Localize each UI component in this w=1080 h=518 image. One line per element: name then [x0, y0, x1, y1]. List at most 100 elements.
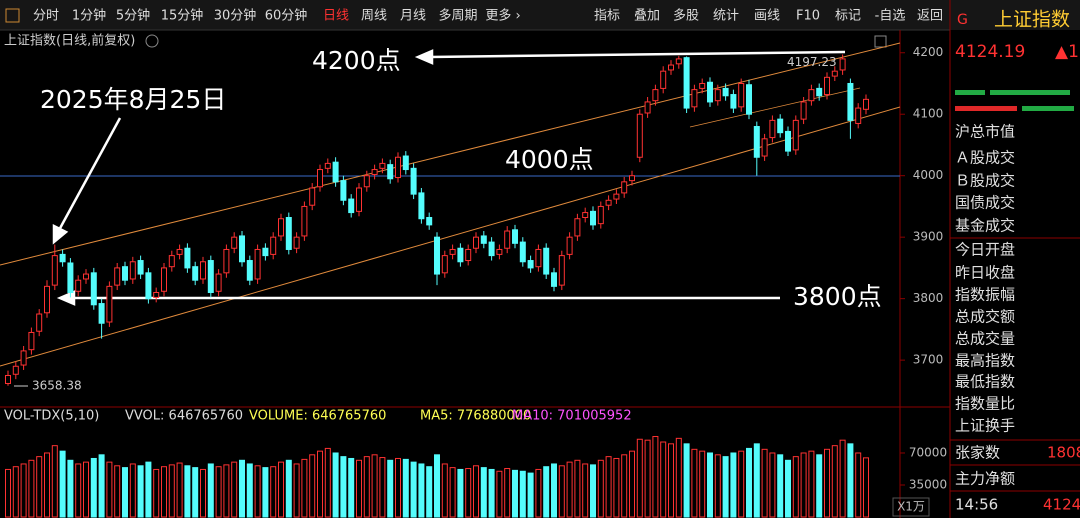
volume-bar: [621, 454, 628, 518]
annotation: 4200点: [312, 46, 401, 75]
candle-body: [457, 247, 464, 263]
toolbar-tab[interactable]: 月线: [400, 9, 426, 24]
candle-body: [675, 58, 682, 65]
volume-bar: [332, 452, 339, 518]
toolbar-tab[interactable]: 日线: [323, 9, 349, 24]
candle-body: [51, 255, 58, 286]
toolbar-button[interactable]: 多股: [673, 8, 699, 24]
channel-upper: [0, 42, 901, 266]
candle-body: [613, 193, 620, 200]
close-icon[interactable]: [145, 34, 159, 48]
volume-bar: [153, 468, 160, 518]
toolbar-tab[interactable]: 分时: [33, 9, 59, 24]
volume-bar: [371, 454, 378, 518]
toolbar-button[interactable]: 标记: [835, 9, 861, 24]
toolbar-tab[interactable]: 15分钟: [161, 8, 204, 24]
volume-bar: [512, 469, 518, 518]
candle-body: [449, 248, 456, 255]
candle-body: [44, 285, 50, 314]
volume-bar: [816, 454, 823, 518]
candle-body: [730, 94, 737, 109]
y-tick-label: 4100: [913, 107, 944, 121]
toolbar-tab[interactable]: 30分钟: [214, 8, 257, 24]
volume-bar: [114, 465, 121, 518]
candle-body: [192, 266, 199, 281]
volume-bar: [285, 459, 292, 518]
volume-bar: [473, 465, 479, 518]
candle-body: [246, 260, 253, 281]
volume-bar: [613, 457, 620, 518]
candle-body: [309, 187, 316, 206]
candle-body: [223, 248, 230, 274]
volume-bar: [855, 452, 862, 518]
volume-bar: [324, 447, 331, 518]
candle-body: [660, 70, 667, 89]
volume-bar: [410, 461, 417, 518]
high-label: 4197.23: [787, 55, 837, 69]
candle-body: [527, 260, 534, 269]
volume-bar: [636, 438, 643, 518]
candle-body: [473, 236, 479, 249]
volume-bar: [278, 461, 284, 518]
panel-row-label: 昨日收盘: [955, 264, 1015, 282]
volume-bar: [699, 450, 706, 518]
candle-body: [75, 279, 82, 292]
candle-body: [317, 169, 323, 188]
toolbar-tab[interactable]: 多周期: [438, 8, 477, 24]
toolbar-button[interactable]: 画线: [754, 9, 780, 24]
toolbar-tab[interactable]: 更多 ›: [485, 8, 520, 24]
candle-body: [98, 303, 105, 324]
volume-bar: [176, 462, 183, 518]
candle-body: [200, 261, 206, 280]
candle-body: [285, 217, 292, 250]
volume-bar: [691, 448, 698, 518]
candle-body: [184, 247, 191, 269]
candle-body: [90, 272, 97, 306]
toolbar-button[interactable]: -自选: [875, 9, 906, 24]
candle-body: [863, 98, 869, 110]
volume-legend: VOLUME: 646765760: [249, 409, 386, 424]
candle-body: [644, 101, 651, 114]
toolbar-tab[interactable]: 1分钟: [72, 8, 106, 24]
candle-body: [20, 350, 27, 366]
volume-bar: [543, 466, 550, 518]
volume-bar: [90, 457, 97, 518]
volume-bar: [574, 459, 581, 518]
volume-bar: [863, 457, 869, 518]
volume-bar: [122, 467, 128, 518]
toolbar-button[interactable]: 统计: [713, 9, 739, 24]
volume-bar: [441, 463, 448, 518]
panel-row-label: 国债成交: [955, 194, 1015, 212]
volume-bar: [590, 464, 596, 518]
volume-bar: [434, 454, 440, 518]
candle-body: [629, 175, 635, 182]
toolbar-button[interactable]: F10: [796, 9, 820, 24]
volume-bar: [808, 450, 815, 518]
toolbar-tab[interactable]: 5分钟: [116, 8, 150, 24]
panel-row-label: 指数量比: [955, 395, 1015, 413]
menu-icon[interactable]: [5, 8, 20, 23]
volume-bar: [839, 439, 846, 518]
volume-bar: [363, 456, 370, 518]
volume-bar: [12, 466, 19, 518]
candle-body: [566, 236, 573, 255]
candle-body: [215, 273, 222, 292]
candle-body: [410, 167, 417, 195]
volume-bar: [207, 463, 214, 518]
y-tick-label: 4200: [913, 45, 944, 59]
candle-body: [114, 267, 121, 286]
volume-bar: [106, 461, 113, 518]
volume-bar: [67, 459, 74, 518]
toolbar-button[interactable]: 叠加: [634, 9, 660, 24]
toolbar-tab[interactable]: 周线: [361, 9, 387, 24]
candle-body: [847, 82, 854, 121]
toolbar-button[interactable]: 返回: [917, 9, 943, 24]
change: ▲1: [1055, 42, 1079, 62]
expand-icon[interactable]: [874, 35, 887, 48]
candle-body: [28, 331, 35, 351]
candle-body: [129, 261, 136, 280]
toolbar-tab[interactable]: 60分钟: [265, 8, 308, 24]
candle-body: [714, 89, 721, 102]
toolbar-button[interactable]: 指标: [594, 9, 620, 24]
